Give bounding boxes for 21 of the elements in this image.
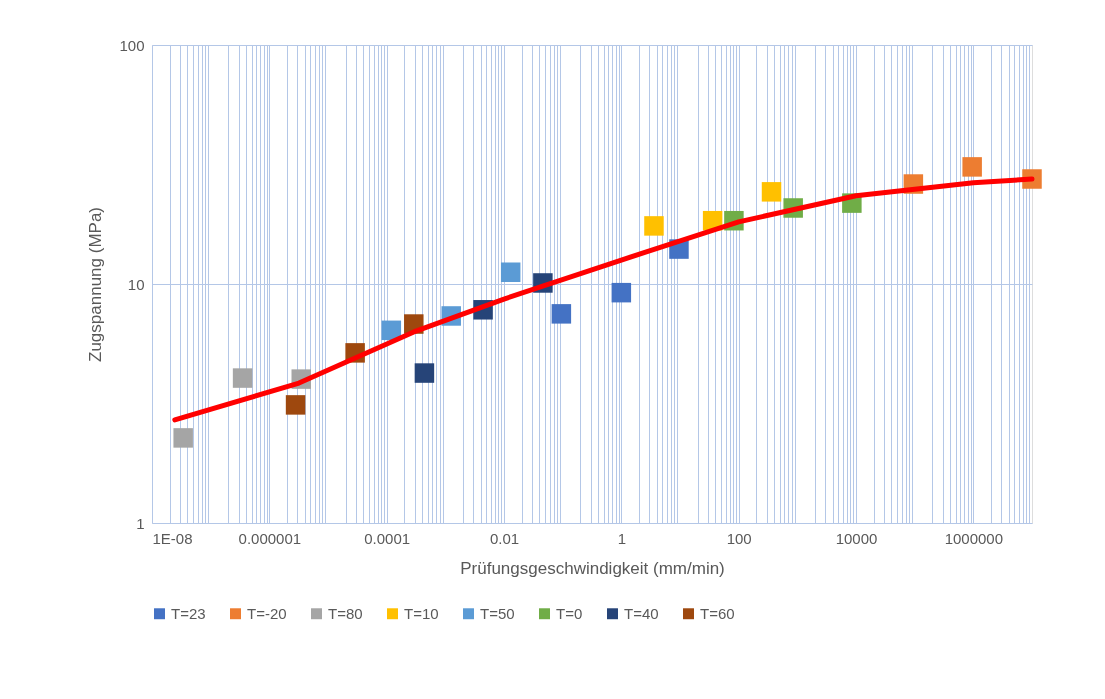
x-tick-label: 10000	[835, 529, 878, 547]
x-tick-label: 1E-08	[152, 529, 193, 547]
x-axis-title: Prüfungsgeschwindigkeit (mm/min)	[460, 558, 725, 578]
legend-label: T=60	[700, 604, 735, 622]
legend-label: T=23	[171, 604, 206, 622]
y-tick-label: 10	[127, 275, 145, 293]
x-tick-label: 0.000001	[238, 529, 302, 547]
x-tick-label: 1	[617, 529, 627, 547]
x-tick-label: 1000000	[944, 529, 1004, 547]
y-tick-label: 1	[136, 514, 145, 532]
legend-label: T=0	[556, 604, 583, 622]
y-axis-title: Zugspannung (MPa)	[86, 207, 106, 362]
legend-label: T=40	[624, 604, 659, 622]
legend-label: T=80	[328, 604, 363, 622]
x-tick-label: 0.0001	[364, 529, 411, 547]
legend-label: T=10	[404, 604, 439, 622]
y-tick-label: 100	[119, 36, 145, 54]
legend-label: T=-20	[247, 604, 287, 622]
legend-label: T=50	[480, 604, 515, 622]
x-tick-label: 100	[726, 529, 752, 547]
x-tick-label: 0.01	[489, 529, 520, 547]
